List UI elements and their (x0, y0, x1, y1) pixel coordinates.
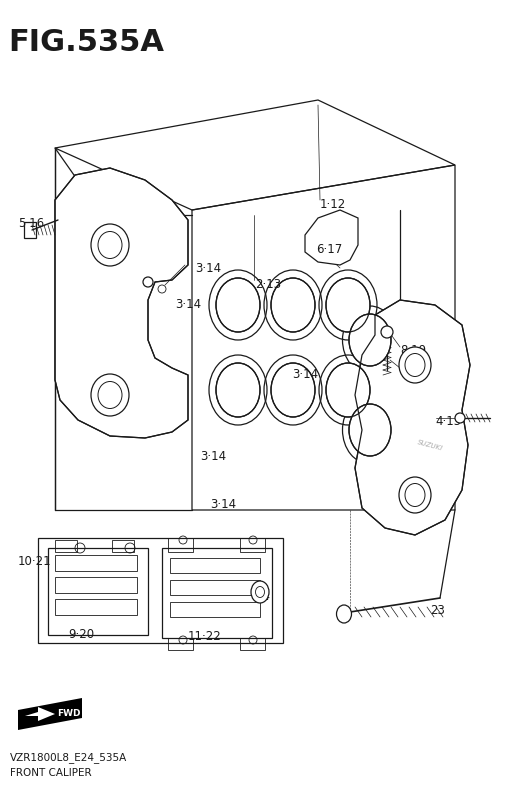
Ellipse shape (398, 347, 430, 383)
Text: 23: 23 (429, 604, 444, 617)
Text: 3·14: 3·14 (291, 368, 318, 381)
Text: 2·13: 2·13 (255, 278, 281, 291)
Ellipse shape (325, 363, 369, 417)
Text: 3·14: 3·14 (199, 450, 226, 463)
Bar (170, 558, 260, 573)
Text: FRONT CALIPER: FRONT CALIPER (10, 768, 91, 778)
Text: 8·19: 8·19 (399, 344, 425, 357)
Bar (168, 638, 192, 650)
Text: 7·18: 7·18 (399, 367, 425, 380)
Text: 24: 24 (255, 590, 270, 603)
Text: VZR1800L8_E24_535A: VZR1800L8_E24_535A (10, 752, 127, 763)
Text: 3·14: 3·14 (210, 498, 236, 511)
Bar (55, 599, 137, 615)
Bar (55, 540, 77, 552)
Text: SUZUKI: SUZUKI (416, 438, 442, 451)
Text: 10·21: 10·21 (18, 555, 52, 568)
Ellipse shape (91, 374, 129, 416)
Bar (24, 222, 36, 238)
Ellipse shape (348, 404, 390, 456)
Ellipse shape (271, 363, 315, 417)
Ellipse shape (216, 278, 260, 332)
Ellipse shape (348, 314, 390, 366)
Text: 1·12: 1·12 (319, 198, 345, 211)
Ellipse shape (250, 581, 269, 603)
Ellipse shape (325, 278, 369, 332)
Bar (168, 538, 192, 552)
Ellipse shape (143, 277, 153, 287)
Ellipse shape (336, 605, 351, 623)
Polygon shape (55, 168, 188, 438)
Ellipse shape (271, 278, 315, 332)
Polygon shape (18, 698, 82, 730)
Polygon shape (48, 548, 147, 635)
Text: 4·15: 4·15 (434, 415, 460, 428)
Bar (239, 538, 265, 552)
Bar (170, 580, 260, 595)
Polygon shape (355, 300, 469, 535)
Polygon shape (25, 707, 55, 721)
Bar (170, 602, 260, 617)
Ellipse shape (91, 224, 129, 266)
Text: 11·22: 11·22 (188, 630, 221, 643)
Bar (55, 555, 137, 571)
Text: 9·20: 9·20 (68, 628, 94, 641)
Polygon shape (162, 548, 272, 638)
Ellipse shape (454, 413, 464, 423)
Text: 5·16: 5·16 (18, 217, 44, 230)
Text: 3·14: 3·14 (175, 298, 200, 311)
Polygon shape (305, 210, 358, 265)
Text: FWD: FWD (57, 710, 80, 718)
Bar (112, 540, 134, 552)
Text: FIG.535A: FIG.535A (8, 28, 164, 57)
Ellipse shape (380, 326, 392, 338)
Ellipse shape (398, 477, 430, 513)
Bar (38, 538, 282, 643)
Text: 3·14: 3·14 (194, 262, 221, 275)
Ellipse shape (216, 363, 260, 417)
Bar (55, 577, 137, 593)
Text: 6·17: 6·17 (316, 243, 341, 256)
Bar (239, 638, 265, 650)
